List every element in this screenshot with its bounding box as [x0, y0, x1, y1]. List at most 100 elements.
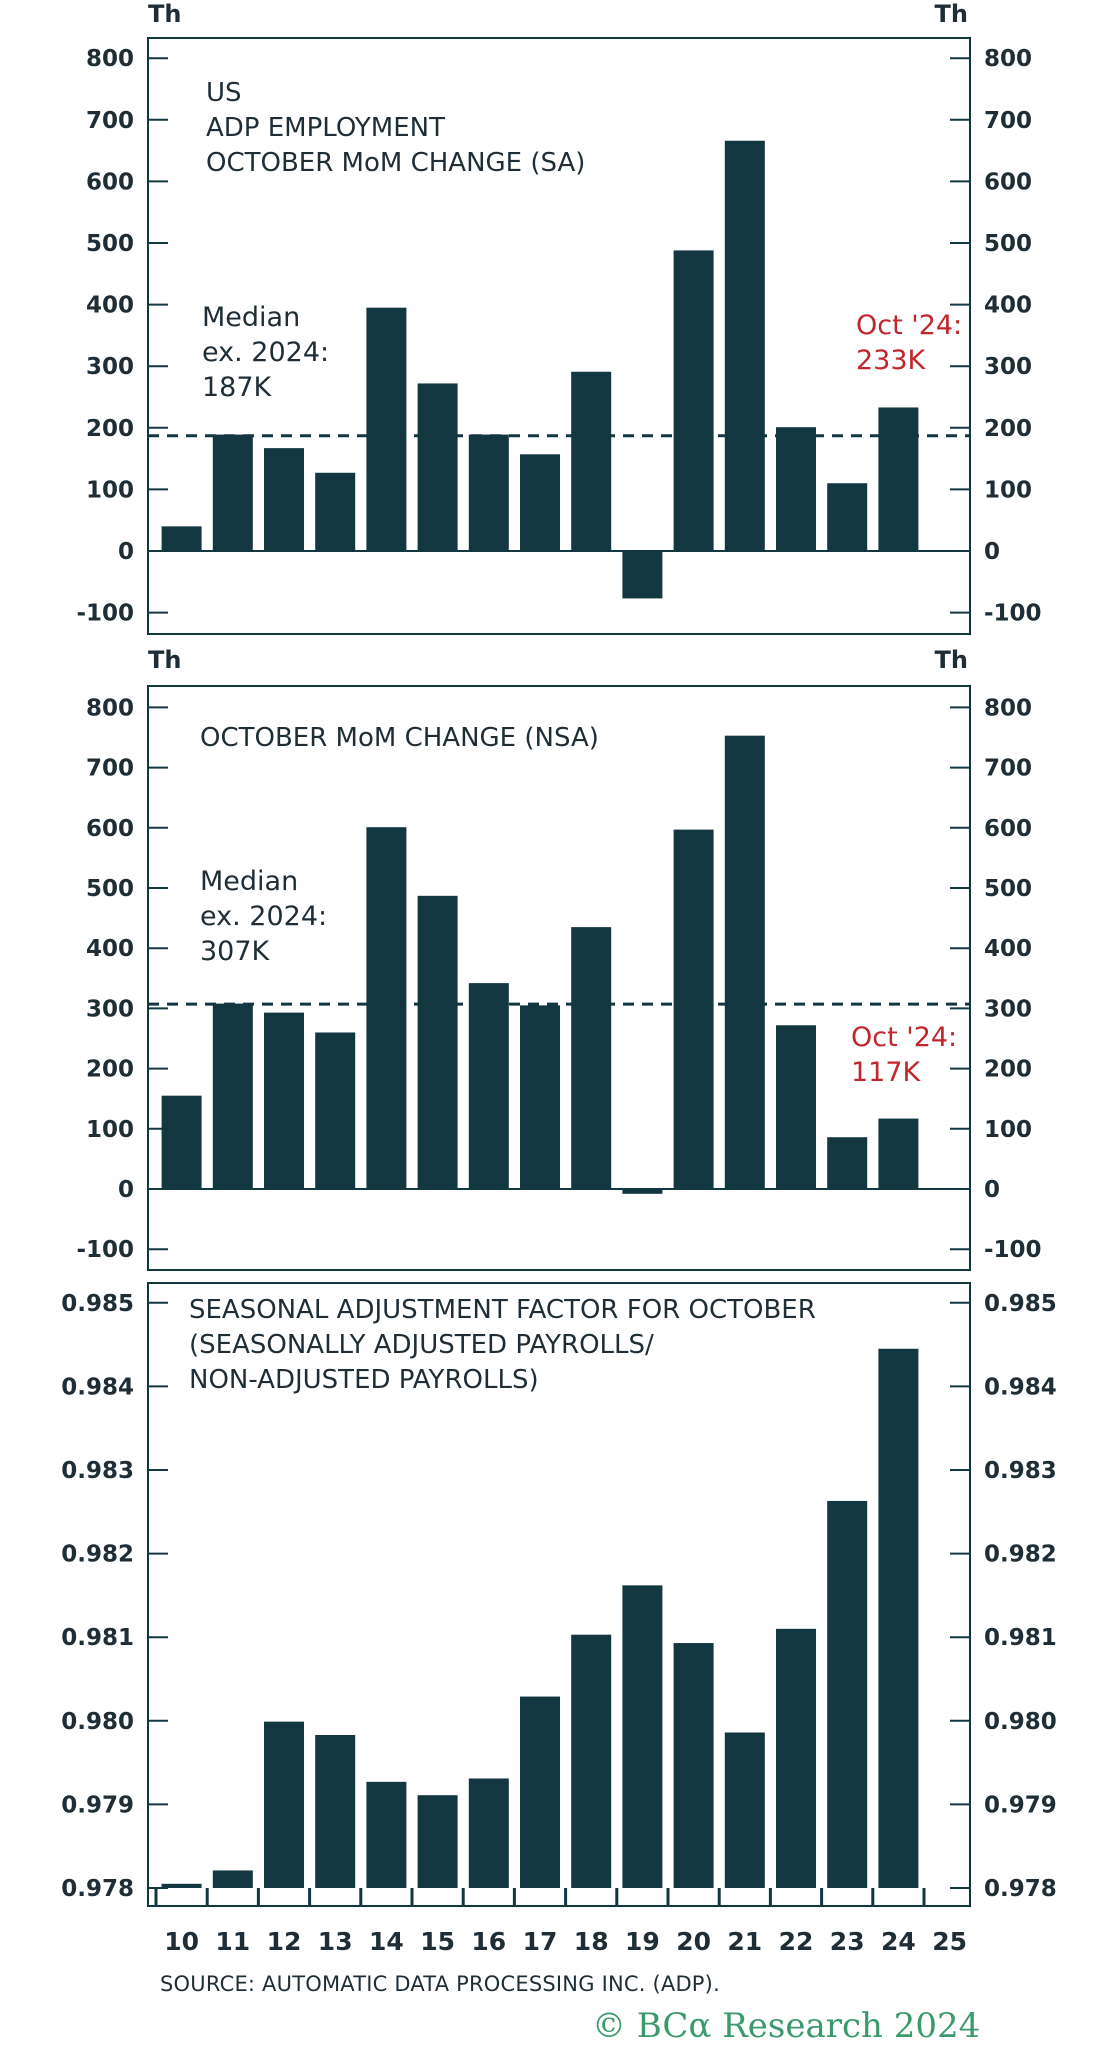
nsa-bar [468, 983, 509, 1189]
factor-ytick-label-left: 0.980 [61, 1709, 134, 1735]
nsa-bar [315, 1032, 356, 1189]
sa-unit-right: Th [935, 0, 968, 28]
sa-ytick-label-left: -100 [76, 601, 134, 627]
factor-ytick-label-left: 0.981 [61, 1625, 134, 1651]
sa-bar [366, 307, 407, 551]
nsa-ytick-label-right: 400 [984, 936, 1032, 962]
nsa-ytick-label-left: 200 [86, 1057, 134, 1083]
factor-ytick-label-left: 0.982 [61, 1542, 134, 1568]
nsa-ytick-label-right: 700 [984, 756, 1032, 782]
sa-bar [827, 483, 868, 551]
nsa-ytick-label-left: 500 [86, 876, 134, 902]
factor-bar [264, 1721, 304, 1888]
factor-xtick-label: 16 [471, 1927, 506, 1956]
sa-bar [315, 472, 356, 551]
sa-ytick-label-right: 200 [984, 416, 1032, 442]
sa-ytick-label-left: 200 [86, 416, 134, 442]
factor-xtick-label: 22 [779, 1927, 814, 1956]
nsa-ytick-label-left: 600 [86, 816, 134, 842]
sa-ytick-label-right: 800 [984, 46, 1032, 72]
nsa-ytick-label-right: 0 [984, 1177, 1000, 1203]
nsa-ytick-label-right: 100 [984, 1117, 1032, 1143]
sa-bar [724, 140, 765, 551]
sa-ytick-label-right: 600 [984, 169, 1032, 195]
nsa-latest-label: Oct '24: 117K [851, 1022, 957, 1088]
factor-bar [878, 1348, 919, 1888]
factor-xtick-label: 12 [267, 1927, 302, 1956]
nsa-ytick-label-left: 800 [86, 695, 134, 721]
nsa-ytick-label-left: -100 [76, 1237, 134, 1263]
sa-bar [161, 526, 202, 551]
factor-bar [212, 1870, 253, 1888]
factor-xtick-label: 24 [881, 1927, 916, 1956]
nsa-ytick-label-right: 800 [984, 695, 1032, 721]
sa-ytick-label-left: 600 [86, 169, 134, 195]
factor-xtick-label: 17 [523, 1927, 558, 1956]
nsa-bar [366, 827, 407, 1189]
nsa-bar [520, 1005, 560, 1189]
factor-bar [776, 1628, 816, 1888]
factor-xtick-label: 20 [676, 1927, 711, 1956]
factor-xtick-label: 14 [369, 1927, 404, 1956]
nsa-bar [212, 1003, 253, 1189]
nsa-unit-right: Th [935, 646, 968, 674]
nsa-unit-left: Th [148, 646, 181, 674]
sa-bar [212, 434, 253, 551]
sa-ytick-label-right: 700 [984, 108, 1032, 134]
factor-bar [468, 1778, 509, 1888]
factor-ytick-label-right: 0.985 [984, 1291, 1057, 1317]
sa-unit-left: Th [148, 0, 181, 28]
factor-xtick-label: 25 [932, 1927, 967, 1956]
factor-xtick-label: 19 [625, 1927, 660, 1956]
sa-ytick-label-right: 100 [984, 477, 1032, 503]
nsa-bar [264, 1012, 304, 1189]
sa-bar [264, 448, 304, 551]
sa-ytick-label-left: 800 [86, 46, 134, 72]
sa-bar [520, 454, 560, 551]
factor-bar [161, 1883, 202, 1888]
factor-xtick-label: 21 [727, 1927, 762, 1956]
factor-xtick-label: 13 [318, 1927, 353, 1956]
factor-ytick-label-left: 0.983 [61, 1458, 134, 1484]
sa-bar [776, 427, 816, 551]
factor-bar [827, 1500, 868, 1888]
nsa-plot-frame [147, 685, 971, 1271]
factor-ytick-label-left: 0.985 [61, 1291, 134, 1317]
factor-bar [571, 1634, 612, 1888]
sa-ytick-label-left: 400 [86, 293, 134, 319]
factor-ytick-label-left: 0.984 [61, 1374, 134, 1400]
factor-bar [417, 1795, 458, 1888]
nsa-ytick-label-left: 300 [86, 996, 134, 1022]
factor-xtick-label: 10 [164, 1927, 199, 1956]
factor-xtick-label: 18 [574, 1927, 609, 1956]
nsa-title: OCTOBER MoM CHANGE (NSA) [200, 723, 599, 753]
factor-bar [366, 1781, 407, 1888]
nsa-bar [878, 1118, 919, 1189]
nsa-ytick-label-right: 300 [984, 996, 1032, 1022]
factor-plot-frame [147, 1282, 971, 1907]
nsa-ytick-label-right: 600 [984, 816, 1032, 842]
factor-ytick-label-left: 0.978 [61, 1876, 134, 1902]
nsa-bar [673, 829, 714, 1189]
factor-ytick-label-right: 0.983 [984, 1458, 1057, 1484]
sa-bar [417, 383, 458, 551]
source-note: SOURCE: AUTOMATIC DATA PROCESSING INC. (… [160, 1972, 720, 1996]
factor-xtick-label: 15 [420, 1927, 455, 1956]
nsa-bar [622, 1189, 663, 1194]
copyright-brand: © BCα Research 2024 [592, 2006, 981, 2046]
factor-bar [724, 1732, 765, 1888]
factor-bar [315, 1735, 356, 1888]
sa-median-label: Median ex. 2024: 187K [202, 302, 329, 403]
factor-bar [520, 1696, 560, 1888]
nsa-ytick-label-right: -100 [984, 1237, 1042, 1263]
nsa-ytick-label-right: 200 [984, 1057, 1032, 1083]
nsa-ytick-label-left: 0 [118, 1177, 134, 1203]
factor-bar [673, 1643, 714, 1888]
nsa-median-label: Median ex. 2024: 307K [200, 866, 327, 967]
factor-bar [622, 1585, 663, 1888]
nsa-ytick-label-left: 100 [86, 1117, 134, 1143]
factor-xtick-label: 23 [830, 1927, 865, 1956]
sa-title: US ADP EMPLOYMENT OCTOBER MoM CHANGE (SA) [206, 78, 585, 178]
